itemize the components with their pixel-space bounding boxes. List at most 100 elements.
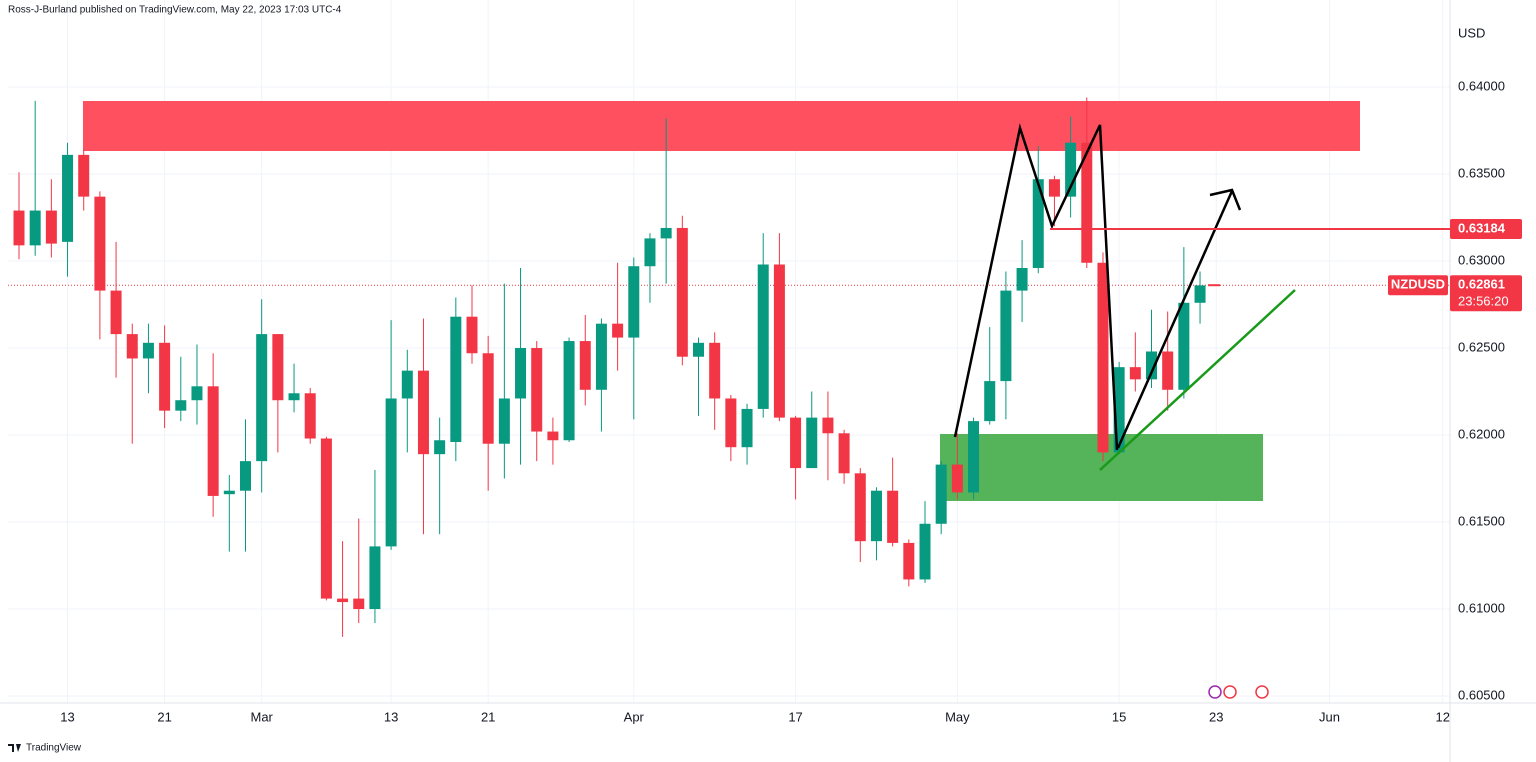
candle-body [191,386,203,401]
candle-body [1065,142,1077,197]
x-tick-label: 21 [481,709,495,724]
countdown-label: 23:56:20 [1458,294,1509,309]
candle-body [1162,351,1174,390]
x-tick-label: Apr [624,709,645,724]
candle-body [951,464,963,493]
candle-body [1081,142,1093,263]
candle-body [563,341,575,441]
x-tick-label: 12 [1435,709,1449,724]
candle-body [482,353,494,444]
icon [1255,685,1269,699]
arrow-line [1116,190,1234,449]
candle-body [78,154,90,197]
candle-body [1129,367,1141,380]
annotations [83,101,1360,501]
candle-body [1113,367,1125,453]
candle-body [1146,351,1158,380]
candle-body [353,598,365,610]
y-tick-label: 0.63000 [1458,252,1505,267]
price-level-label: 0.63184 [1458,220,1506,235]
candle-body [126,334,138,359]
candle-body [790,417,802,469]
price-level-tag [1450,218,1522,239]
x-tick-label: 23 [1209,709,1223,724]
x-tick-label: 13 [60,709,74,724]
candle-body [304,393,316,439]
candle-body [984,381,996,422]
candle-body [320,438,332,599]
candle-body [110,290,122,335]
candle-body [142,342,154,359]
candle-body [417,370,429,455]
candle-body [725,398,737,448]
candle-body [919,523,931,580]
candle-body [223,490,235,495]
candle-body [272,334,284,401]
candle-body [903,542,915,580]
candle-body [773,264,785,418]
candle-body [693,342,705,357]
candle-body [531,348,543,432]
arrow-head [1209,188,1242,211]
symbol-label: NZDUSD [1391,277,1445,292]
candle-body [240,461,252,491]
candle-body [676,227,688,357]
candle-body [1178,302,1190,390]
candle-body [628,266,640,338]
y-tick-label: 0.62000 [1458,426,1505,441]
candles [13,97,1206,637]
zigzag-line [953,123,1119,451]
candle-body [288,393,300,401]
candle-body [709,342,721,399]
candle-body [547,431,559,441]
y-tick-label: 0.61000 [1458,600,1505,615]
candle-body [838,433,850,474]
candle-body [1194,285,1206,303]
x-tick-label: May [945,709,970,724]
candle-body [450,316,462,442]
symbol-tag [1388,275,1448,296]
candle-body [207,386,219,496]
candle-body [45,210,57,244]
y-tick-label: 0.63500 [1458,165,1505,180]
candle-body [385,398,397,547]
candle-body [29,210,41,246]
y-tick-label: 0.64000 [1458,78,1505,93]
candle-body [256,334,268,462]
icon [1208,685,1222,699]
candle-body [757,264,769,409]
candle-body [62,154,74,242]
candle-body [1000,290,1012,382]
candle-body [870,490,882,542]
candle-body [1032,179,1044,268]
candle-body [1097,262,1109,453]
logo-icon [8,744,21,752]
trend-line [1099,289,1296,471]
candle-body [515,348,527,399]
y-tick-label: 0.61500 [1458,513,1505,528]
last-price-label: 0.62861 [1458,277,1505,292]
x-tick-label: Jun [1319,709,1340,724]
candle-body [466,316,478,354]
candle-body [854,473,866,542]
candle-body [595,323,607,390]
candle-body [579,341,591,390]
resistance-zone [83,101,1360,151]
candle-body [337,598,349,603]
currency: USD [1458,25,1485,40]
y-tick-label: 0.62500 [1458,339,1505,354]
candle-body [1016,267,1028,291]
candle-body [1048,179,1060,197]
candle-body [94,196,106,291]
drawings [953,123,1296,471]
candle-body [968,421,980,493]
x-tick-label: 15 [1112,709,1126,724]
candle-body [806,417,818,469]
candle-body [498,398,510,444]
candle-body [887,490,899,543]
x-tick-label: Mar [250,709,273,724]
candle-body [822,417,834,434]
x-tick-label: 17 [788,709,802,724]
candle-body [612,323,624,338]
